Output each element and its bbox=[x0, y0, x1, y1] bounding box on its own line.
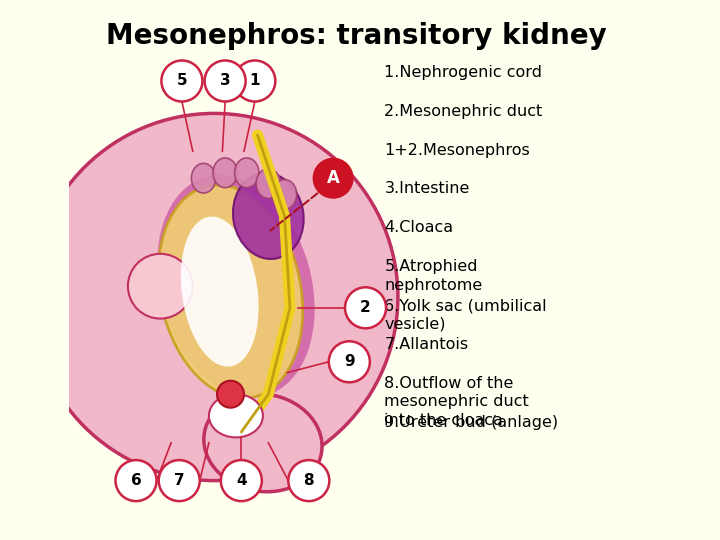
Circle shape bbox=[234, 60, 275, 102]
Circle shape bbox=[31, 113, 398, 481]
Ellipse shape bbox=[158, 185, 303, 398]
Text: 1.Nephrogenic cord: 1.Nephrogenic cord bbox=[384, 65, 542, 80]
Circle shape bbox=[158, 460, 199, 501]
Text: 8: 8 bbox=[304, 473, 314, 488]
Text: 4: 4 bbox=[236, 473, 247, 488]
Circle shape bbox=[329, 341, 370, 382]
Text: 9.Ureter bud (anlage): 9.Ureter bud (anlage) bbox=[384, 415, 559, 430]
Text: Mesonephros: transitory kidney: Mesonephros: transitory kidney bbox=[107, 22, 607, 50]
Ellipse shape bbox=[233, 173, 304, 259]
Text: 2: 2 bbox=[360, 300, 371, 315]
Ellipse shape bbox=[204, 394, 322, 492]
Text: 4.Cloaca: 4.Cloaca bbox=[384, 220, 454, 235]
Ellipse shape bbox=[256, 168, 281, 199]
Text: 7: 7 bbox=[174, 473, 184, 488]
Text: 1: 1 bbox=[250, 73, 260, 89]
Text: 5: 5 bbox=[176, 73, 187, 89]
Circle shape bbox=[345, 287, 386, 328]
Ellipse shape bbox=[213, 158, 238, 187]
Text: 6.Yolk sac (umbilical
vesicle): 6.Yolk sac (umbilical vesicle) bbox=[384, 298, 547, 332]
Ellipse shape bbox=[209, 394, 263, 437]
Ellipse shape bbox=[181, 217, 258, 367]
Ellipse shape bbox=[272, 179, 297, 209]
Text: 3: 3 bbox=[220, 73, 230, 89]
Circle shape bbox=[288, 460, 329, 501]
Circle shape bbox=[115, 460, 156, 501]
Circle shape bbox=[221, 460, 262, 501]
Circle shape bbox=[128, 254, 193, 319]
Ellipse shape bbox=[235, 158, 259, 187]
Circle shape bbox=[217, 381, 244, 408]
Text: 9: 9 bbox=[344, 354, 355, 369]
Text: 8.Outflow of the
mesonephric duct
into the cloaca: 8.Outflow of the mesonephric duct into t… bbox=[384, 376, 529, 428]
Text: 1+2.Mesonephros: 1+2.Mesonephros bbox=[384, 143, 530, 158]
Text: 3.Intestine: 3.Intestine bbox=[384, 181, 469, 197]
Circle shape bbox=[312, 158, 354, 199]
Circle shape bbox=[204, 60, 246, 102]
Ellipse shape bbox=[157, 175, 315, 397]
Circle shape bbox=[161, 60, 202, 102]
Text: 2.Mesonephric duct: 2.Mesonephric duct bbox=[384, 104, 543, 119]
Text: 7.Allantois: 7.Allantois bbox=[384, 337, 469, 352]
Text: 5.Atrophied
nephrotome: 5.Atrophied nephrotome bbox=[384, 259, 482, 293]
Text: 6: 6 bbox=[130, 473, 141, 488]
Text: A: A bbox=[327, 169, 340, 187]
Ellipse shape bbox=[192, 163, 216, 193]
